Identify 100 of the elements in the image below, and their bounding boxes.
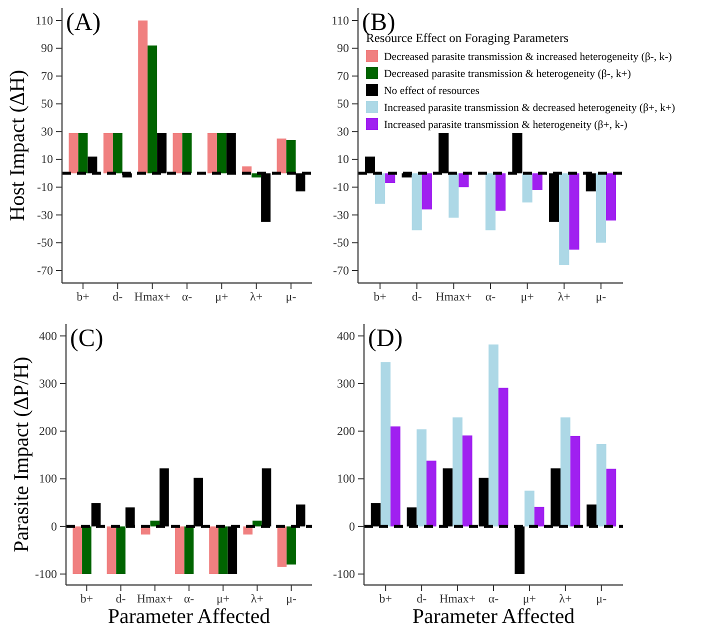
bar <box>252 520 262 526</box>
bar <box>106 526 116 574</box>
x-tick-label: Hmax+ <box>134 290 171 304</box>
legend-label: No effect of resources <box>384 85 480 97</box>
bar <box>182 133 192 174</box>
y-tick-label: -50 <box>333 236 349 250</box>
legend-label: Decreased parasite transmission & heterogeneity (β-, k+) <box>384 68 632 80</box>
y-tick-label: 110 <box>331 13 349 28</box>
y-tick-label: 0 <box>51 519 57 534</box>
bar <box>277 526 287 567</box>
legend-label: Increased parasite transmission & heterogeneity (β+, k-) <box>384 119 628 131</box>
x-tick-label: Hmax+ <box>436 290 472 304</box>
x-tick-label: Hmax+ <box>136 592 174 606</box>
y-tick-label: 90 <box>337 41 349 56</box>
bar <box>68 133 78 174</box>
y-tick-label: 100 <box>39 472 57 486</box>
y-tick-label: 70 <box>337 68 349 83</box>
x-tick-label: d- <box>416 592 427 606</box>
y-tick-label: 400 <box>337 328 355 343</box>
bar <box>606 468 616 526</box>
bar <box>184 526 194 574</box>
bar <box>390 426 400 526</box>
bar <box>72 526 82 574</box>
y-tick-label: -100 <box>35 566 57 581</box>
y-tick-label: 400 <box>39 328 57 343</box>
chart-title: (A) <box>66 9 101 36</box>
x-tick-label: α- <box>488 592 499 606</box>
y-tick-label: -70 <box>333 263 349 278</box>
bar <box>570 436 580 526</box>
bar <box>276 138 286 174</box>
bar <box>207 133 217 174</box>
x-tick-label: α- <box>184 592 194 606</box>
bar <box>448 173 459 218</box>
bar <box>426 460 436 526</box>
x-tick-label: λ+ <box>559 592 572 606</box>
x-tick-label: μ- <box>596 592 607 606</box>
bar <box>559 173 570 265</box>
legend-label: Increased parasite transmission & decreased heterogeneity (β+, k+) <box>384 102 676 114</box>
x-tick-label: b+ <box>76 290 90 304</box>
y-tick-label: 10 <box>337 152 349 166</box>
x-tick-label: μ+ <box>216 592 230 606</box>
chart-title: (D) <box>368 325 403 352</box>
y-tick-label: 200 <box>39 424 57 438</box>
bar <box>532 173 542 190</box>
bar <box>606 173 616 220</box>
x-tick-label: μ- <box>286 592 297 606</box>
y-tick-label: 50 <box>337 96 349 111</box>
bar <box>286 140 296 174</box>
y-tick-label: 300 <box>39 376 57 390</box>
bar <box>175 526 184 574</box>
bar <box>103 133 113 174</box>
bar <box>78 133 88 174</box>
y-tick-label: -100 <box>333 566 355 581</box>
bar <box>569 173 580 250</box>
bar <box>148 46 158 174</box>
y-tick-label: 70 <box>41 68 53 83</box>
bar <box>596 444 606 526</box>
y-tick-label: 10 <box>41 152 53 166</box>
y-tick-label: 90 <box>41 41 53 56</box>
y-tick-label: -30 <box>333 208 349 222</box>
x-tick-label: b+ <box>374 290 387 304</box>
x-tick-label: α- <box>485 290 496 304</box>
x-tick-label: b+ <box>379 592 392 606</box>
bar <box>422 173 432 210</box>
y-tick-label: 100 <box>337 472 355 486</box>
bar <box>112 133 122 174</box>
x-tick-label: λ+ <box>250 592 264 606</box>
y-tick-label: -50 <box>37 236 53 250</box>
y-tick-label: -10 <box>333 180 349 194</box>
bar <box>216 133 226 174</box>
y-tick-label: 0 <box>349 519 355 534</box>
y-tick-label: 200 <box>337 424 355 438</box>
y-tick-label: 50 <box>41 96 53 111</box>
bar <box>375 173 386 204</box>
x-tick-label: d- <box>112 290 123 304</box>
bar <box>452 417 462 526</box>
y-tick-label: -10 <box>37 180 53 194</box>
bar <box>524 490 534 526</box>
bar <box>209 526 218 574</box>
bar <box>458 173 469 188</box>
y-tick-label: 110 <box>35 13 53 28</box>
x-tick-label: λ+ <box>250 290 263 304</box>
bar <box>534 506 544 526</box>
y-axis-title: Host Impact (ΔH) <box>5 70 29 222</box>
y-tick-label: 30 <box>41 124 53 138</box>
bar <box>412 173 422 230</box>
x-tick-label: μ- <box>596 290 606 304</box>
y-tick-label: -70 <box>37 263 53 278</box>
x-axis-title: Parameter Affected <box>108 604 271 628</box>
chart-title: (C) <box>70 325 104 352</box>
x-tick-label: λ+ <box>558 290 571 304</box>
x-tick-label: μ+ <box>215 290 229 304</box>
x-tick-label: b+ <box>80 592 94 606</box>
x-tick-label: α- <box>182 290 192 304</box>
bar <box>462 435 472 526</box>
y-tick-label: 30 <box>337 124 349 138</box>
bar <box>150 520 160 526</box>
bar <box>496 173 506 211</box>
bar <box>498 388 508 526</box>
bar <box>522 173 532 202</box>
